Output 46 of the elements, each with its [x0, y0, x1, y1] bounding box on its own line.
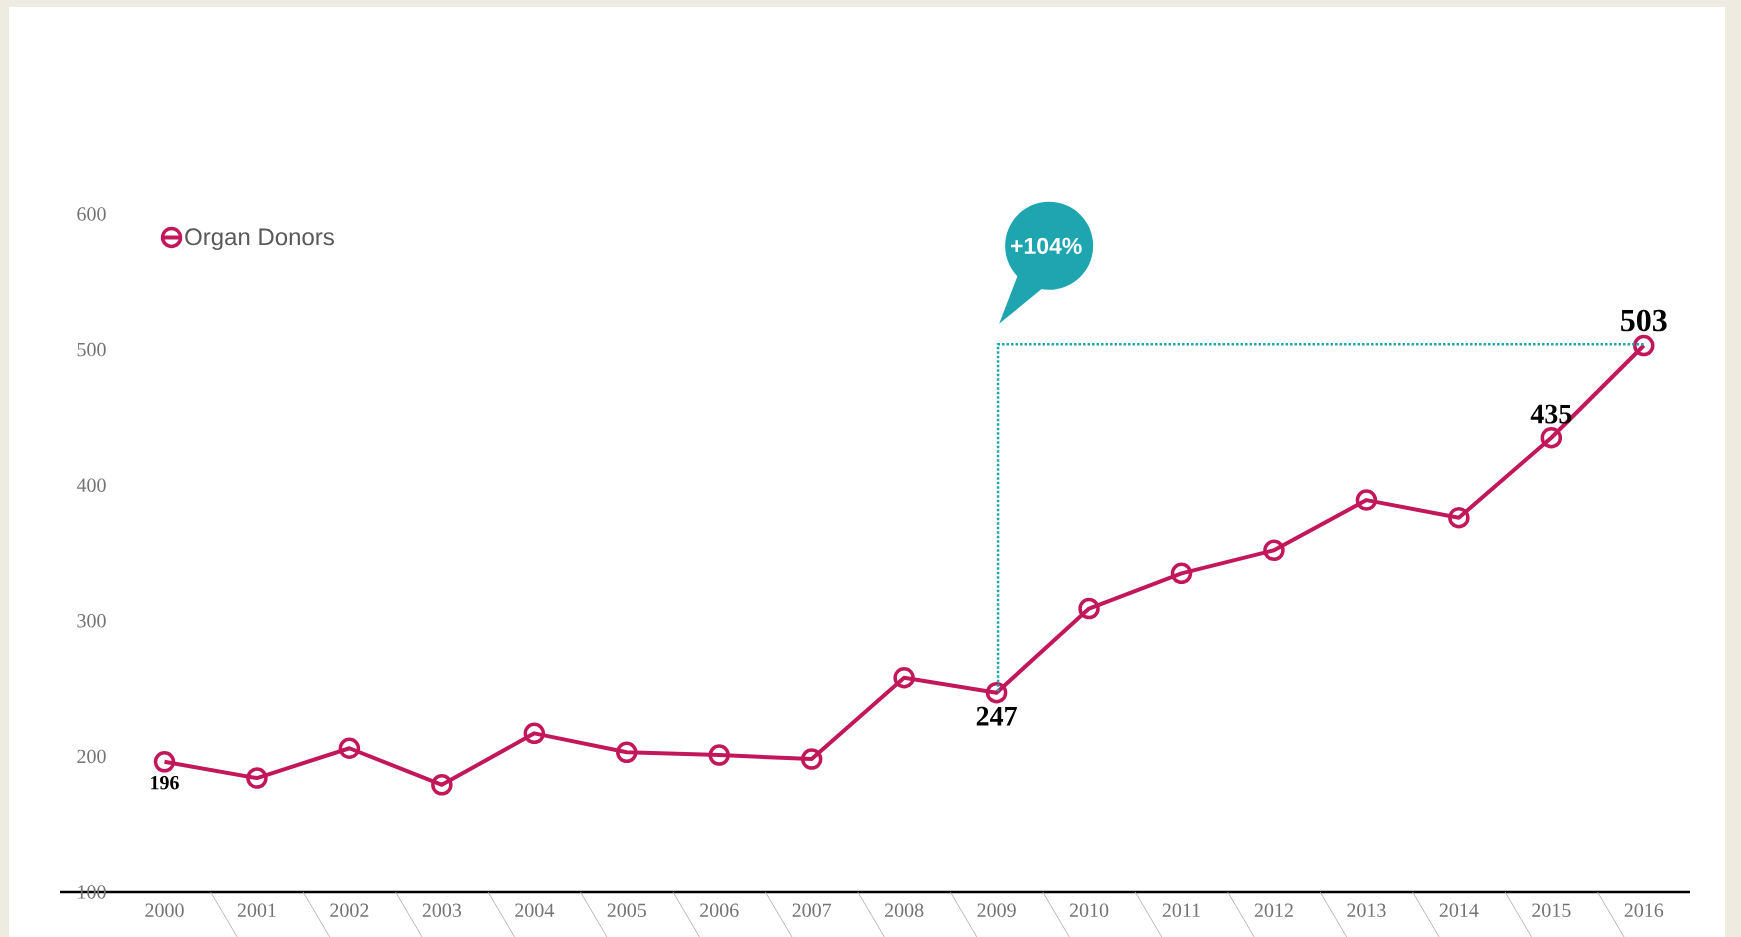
- y-tick-label: 600: [77, 207, 106, 221]
- y-tick-label: 500: [77, 342, 106, 357]
- data-label: 247: [976, 706, 1017, 726]
- x-tick-label: 2010: [1069, 903, 1109, 918]
- point: [616, 741, 638, 764]
- x-tick-label: 2007: [792, 903, 832, 918]
- point: [893, 666, 915, 689]
- point: [1170, 562, 1193, 585]
- legend-label: Organ Donors: [185, 228, 334, 251]
- x-tick-label: 2013: [1347, 903, 1386, 918]
- point: [1540, 426, 1563, 449]
- point: [985, 681, 1008, 704]
- data-label: 196: [151, 776, 179, 790]
- x-tick-label: 2009: [977, 903, 1016, 918]
- point: [1078, 597, 1100, 620]
- y-tick-label: 200: [77, 749, 106, 764]
- point: [800, 748, 823, 770]
- point: [1355, 489, 1378, 511]
- x-tick-label: 2008: [885, 903, 924, 918]
- point: [338, 737, 361, 759]
- point: [246, 767, 268, 789]
- data-label: 503: [1621, 309, 1667, 332]
- x-tick-label: 2002: [330, 903, 369, 918]
- x-tick-label: 2005: [607, 903, 646, 918]
- point: [1448, 506, 1470, 529]
- point: [708, 744, 730, 766]
- point: [431, 774, 453, 796]
- y-tick-label: 300: [77, 614, 106, 628]
- x-tick-label: 2015: [1532, 903, 1571, 918]
- x-tick-label: 2004: [515, 903, 554, 918]
- point: [1263, 539, 1285, 562]
- point: [153, 751, 176, 773]
- x-tick-label: 2014: [1439, 903, 1479, 918]
- point: [523, 722, 546, 745]
- x-tick-label: 2011: [1162, 903, 1200, 918]
- x-tick-label: 2001: [237, 903, 276, 918]
- x-tick-label: 2000: [145, 903, 184, 918]
- y-tick-label: 100: [78, 885, 106, 899]
- data-label: 435: [1530, 404, 1572, 424]
- annotation: +104%: [1011, 237, 1082, 254]
- point: [1633, 334, 1655, 357]
- y-tick-label: 400: [76, 478, 106, 492]
- x-tick-label: 2016: [1624, 903, 1664, 918]
- x-tick-label: 2006: [700, 903, 739, 918]
- x-tick-label: 2012: [1254, 903, 1293, 918]
- x-tick-label: 2003: [422, 903, 462, 918]
